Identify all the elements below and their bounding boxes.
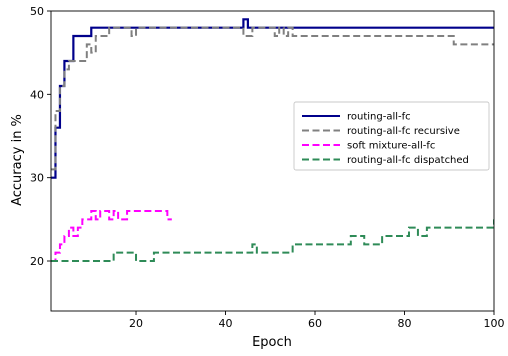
y-tick-label: 20 xyxy=(30,255,44,268)
y-tick-label: 50 xyxy=(30,5,44,18)
legend-label-1: routing-all-fc xyxy=(347,112,411,123)
y-tick-label: 30 xyxy=(30,172,44,185)
x-tick-label: 80 xyxy=(398,317,412,330)
x-tick-label: 40 xyxy=(219,317,233,330)
x-tick-label: 20 xyxy=(129,317,143,330)
legend-label-2: routing-all-fc recursive xyxy=(347,126,460,137)
series-line-2 xyxy=(51,26,494,171)
legend-frame xyxy=(293,101,490,171)
y-axis-label: Accuracy in % xyxy=(10,114,25,206)
x-axis-label: Epoch xyxy=(252,335,292,350)
x-tick-label: 100 xyxy=(484,317,505,330)
series-line-3 xyxy=(51,210,172,262)
tick-layer: 20 40 60 80 100 20 30 40 50 xyxy=(30,5,505,330)
legend-label-3: soft mixture-all-fc xyxy=(347,141,435,152)
series-line-4 xyxy=(51,219,494,262)
legend-label-4: routing-all-fc dispatched xyxy=(347,155,469,166)
plot-frame xyxy=(50,10,495,312)
series-layer xyxy=(51,18,494,262)
y-tick-label: 40 xyxy=(30,88,44,101)
legend-entries: routing-all-fc routing-all-fc recursive so… xyxy=(302,112,469,166)
legend: routing-all-fc routing-all-fc recursive so… xyxy=(293,101,490,171)
x-tick-label: 60 xyxy=(308,317,322,330)
